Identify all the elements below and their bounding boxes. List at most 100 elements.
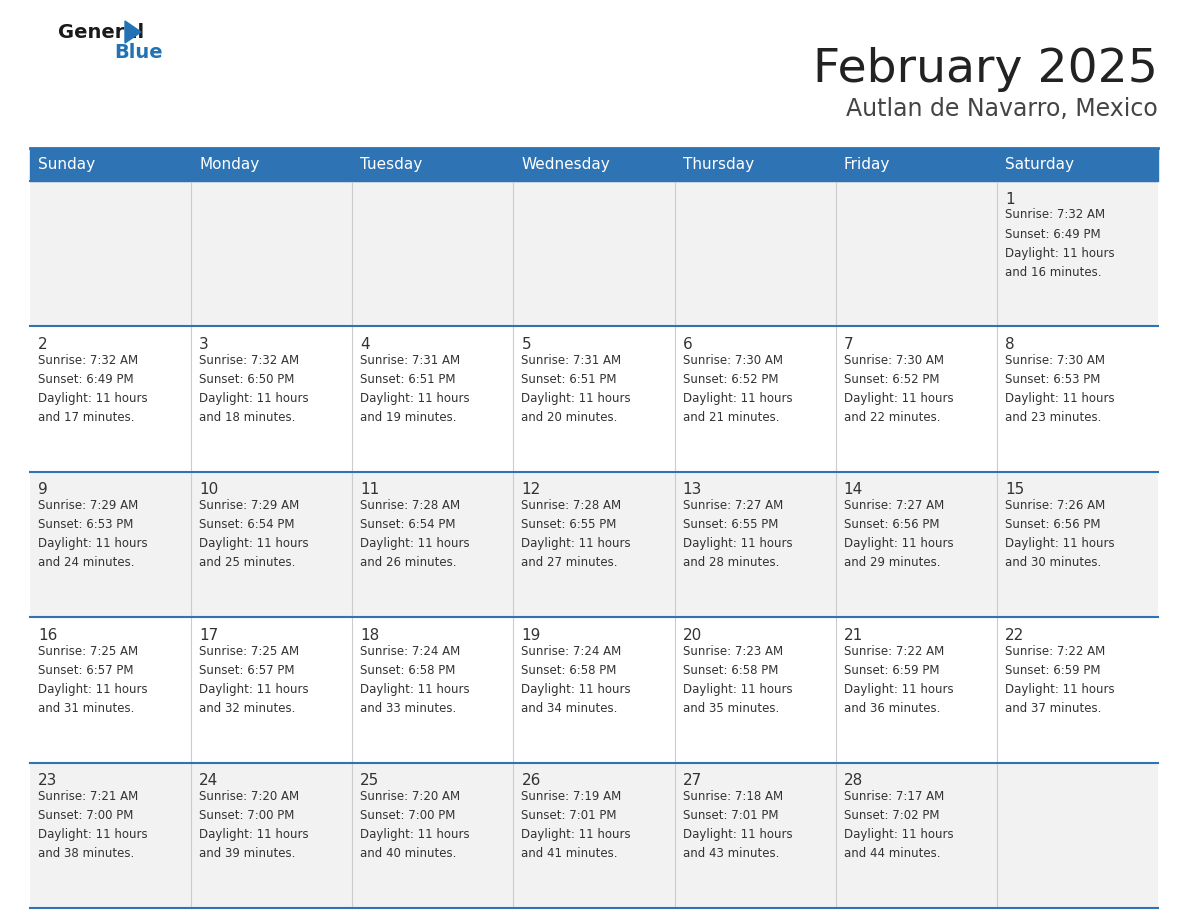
- Text: 18: 18: [360, 628, 379, 643]
- Text: and 16 minutes.: and 16 minutes.: [1005, 265, 1101, 278]
- Text: Sunrise: 7:30 AM: Sunrise: 7:30 AM: [843, 354, 943, 367]
- Text: Daylight: 11 hours: Daylight: 11 hours: [683, 828, 792, 841]
- Text: Sunset: 6:55 PM: Sunset: 6:55 PM: [683, 519, 778, 532]
- Text: and 32 minutes.: and 32 minutes.: [200, 701, 296, 715]
- Text: Daylight: 11 hours: Daylight: 11 hours: [1005, 537, 1114, 550]
- Text: and 30 minutes.: and 30 minutes.: [1005, 556, 1101, 569]
- Text: Sunrise: 7:30 AM: Sunrise: 7:30 AM: [1005, 354, 1105, 367]
- Text: Sunrise: 7:28 AM: Sunrise: 7:28 AM: [360, 499, 461, 512]
- Text: Daylight: 11 hours: Daylight: 11 hours: [360, 828, 470, 841]
- Text: 15: 15: [1005, 482, 1024, 498]
- Text: Sunset: 6:53 PM: Sunset: 6:53 PM: [38, 519, 133, 532]
- Bar: [30, 327, 1158, 472]
- Text: Daylight: 11 hours: Daylight: 11 hours: [522, 683, 631, 696]
- Text: Daylight: 11 hours: Daylight: 11 hours: [522, 392, 631, 405]
- Bar: [30, 181, 1158, 327]
- Text: and 34 minutes.: and 34 minutes.: [522, 701, 618, 715]
- Text: Autlan de Navarro, Mexico: Autlan de Navarro, Mexico: [846, 97, 1158, 121]
- Text: 11: 11: [360, 482, 379, 498]
- Text: and 20 minutes.: and 20 minutes.: [522, 411, 618, 424]
- Bar: [30, 148, 1158, 181]
- Text: Sunrise: 7:32 AM: Sunrise: 7:32 AM: [38, 354, 138, 367]
- Text: and 43 minutes.: and 43 minutes.: [683, 847, 779, 860]
- Text: 20: 20: [683, 628, 702, 643]
- Text: Sunrise: 7:20 AM: Sunrise: 7:20 AM: [200, 790, 299, 803]
- Text: and 35 minutes.: and 35 minutes.: [683, 701, 779, 715]
- Text: Daylight: 11 hours: Daylight: 11 hours: [200, 828, 309, 841]
- Text: Sunrise: 7:21 AM: Sunrise: 7:21 AM: [38, 790, 138, 803]
- Text: Saturday: Saturday: [1005, 157, 1074, 172]
- Text: 14: 14: [843, 482, 862, 498]
- Text: Sunset: 7:01 PM: Sunset: 7:01 PM: [683, 809, 778, 823]
- Text: Sunrise: 7:17 AM: Sunrise: 7:17 AM: [843, 790, 944, 803]
- Text: and 24 minutes.: and 24 minutes.: [38, 556, 134, 569]
- Text: Sunrise: 7:32 AM: Sunrise: 7:32 AM: [200, 354, 299, 367]
- Text: 6: 6: [683, 337, 693, 352]
- Text: Daylight: 11 hours: Daylight: 11 hours: [843, 828, 953, 841]
- Text: Daylight: 11 hours: Daylight: 11 hours: [843, 392, 953, 405]
- Text: Sunrise: 7:22 AM: Sunrise: 7:22 AM: [843, 644, 944, 657]
- Text: Daylight: 11 hours: Daylight: 11 hours: [522, 828, 631, 841]
- Text: Sunrise: 7:32 AM: Sunrise: 7:32 AM: [1005, 208, 1105, 221]
- Text: 19: 19: [522, 628, 541, 643]
- Text: and 37 minutes.: and 37 minutes.: [1005, 701, 1101, 715]
- Text: Sunset: 6:53 PM: Sunset: 6:53 PM: [1005, 373, 1100, 386]
- Text: Daylight: 11 hours: Daylight: 11 hours: [200, 392, 309, 405]
- Text: Sunrise: 7:19 AM: Sunrise: 7:19 AM: [522, 790, 621, 803]
- Text: 7: 7: [843, 337, 853, 352]
- Text: Daylight: 11 hours: Daylight: 11 hours: [38, 683, 147, 696]
- Bar: [30, 763, 1158, 908]
- Text: Sunrise: 7:20 AM: Sunrise: 7:20 AM: [360, 790, 461, 803]
- Text: and 27 minutes.: and 27 minutes.: [522, 556, 618, 569]
- Text: and 41 minutes.: and 41 minutes.: [522, 847, 618, 860]
- Text: Tuesday: Tuesday: [360, 157, 423, 172]
- Text: Sunrise: 7:22 AM: Sunrise: 7:22 AM: [1005, 644, 1105, 657]
- Text: Friday: Friday: [843, 157, 890, 172]
- Text: 28: 28: [843, 773, 862, 788]
- Text: Sunset: 6:49 PM: Sunset: 6:49 PM: [38, 373, 133, 386]
- Text: 3: 3: [200, 337, 209, 352]
- Text: Sunset: 7:01 PM: Sunset: 7:01 PM: [522, 809, 617, 823]
- Polygon shape: [125, 21, 141, 43]
- Text: Sunset: 6:56 PM: Sunset: 6:56 PM: [1005, 519, 1100, 532]
- Text: Daylight: 11 hours: Daylight: 11 hours: [38, 392, 147, 405]
- Text: Sunrise: 7:28 AM: Sunrise: 7:28 AM: [522, 499, 621, 512]
- Text: Sunset: 6:50 PM: Sunset: 6:50 PM: [200, 373, 295, 386]
- Text: Sunset: 7:02 PM: Sunset: 7:02 PM: [843, 809, 940, 823]
- Text: Daylight: 11 hours: Daylight: 11 hours: [843, 683, 953, 696]
- Text: 17: 17: [200, 628, 219, 643]
- Text: Sunset: 6:51 PM: Sunset: 6:51 PM: [522, 373, 617, 386]
- Text: Daylight: 11 hours: Daylight: 11 hours: [683, 537, 792, 550]
- Text: and 18 minutes.: and 18 minutes.: [200, 411, 296, 424]
- Text: 5: 5: [522, 337, 531, 352]
- Text: Daylight: 11 hours: Daylight: 11 hours: [38, 828, 147, 841]
- Text: and 44 minutes.: and 44 minutes.: [843, 847, 940, 860]
- Text: and 17 minutes.: and 17 minutes.: [38, 411, 134, 424]
- Text: Blue: Blue: [114, 43, 163, 62]
- Bar: [30, 617, 1158, 763]
- Text: Sunset: 7:00 PM: Sunset: 7:00 PM: [200, 809, 295, 823]
- Text: February 2025: February 2025: [813, 47, 1158, 92]
- Text: Sunset: 6:57 PM: Sunset: 6:57 PM: [38, 664, 133, 677]
- Text: and 25 minutes.: and 25 minutes.: [200, 556, 296, 569]
- Text: and 28 minutes.: and 28 minutes.: [683, 556, 779, 569]
- Text: 26: 26: [522, 773, 541, 788]
- Text: Sunset: 6:59 PM: Sunset: 6:59 PM: [1005, 664, 1100, 677]
- Text: Sunset: 6:51 PM: Sunset: 6:51 PM: [360, 373, 456, 386]
- Text: Sunrise: 7:29 AM: Sunrise: 7:29 AM: [200, 499, 299, 512]
- Text: Daylight: 11 hours: Daylight: 11 hours: [683, 683, 792, 696]
- Text: Sunset: 6:57 PM: Sunset: 6:57 PM: [200, 664, 295, 677]
- Text: and 21 minutes.: and 21 minutes.: [683, 411, 779, 424]
- Text: and 31 minutes.: and 31 minutes.: [38, 701, 134, 715]
- Text: Sunrise: 7:31 AM: Sunrise: 7:31 AM: [522, 354, 621, 367]
- Text: Monday: Monday: [200, 157, 259, 172]
- Text: Sunrise: 7:24 AM: Sunrise: 7:24 AM: [522, 644, 621, 657]
- Text: 27: 27: [683, 773, 702, 788]
- Text: and 22 minutes.: and 22 minutes.: [843, 411, 940, 424]
- Text: Sunset: 6:54 PM: Sunset: 6:54 PM: [360, 519, 456, 532]
- Text: 21: 21: [843, 628, 862, 643]
- Text: Sunset: 6:54 PM: Sunset: 6:54 PM: [200, 519, 295, 532]
- Text: General: General: [58, 23, 144, 41]
- Text: Sunrise: 7:25 AM: Sunrise: 7:25 AM: [38, 644, 138, 657]
- Text: Sunset: 6:52 PM: Sunset: 6:52 PM: [843, 373, 940, 386]
